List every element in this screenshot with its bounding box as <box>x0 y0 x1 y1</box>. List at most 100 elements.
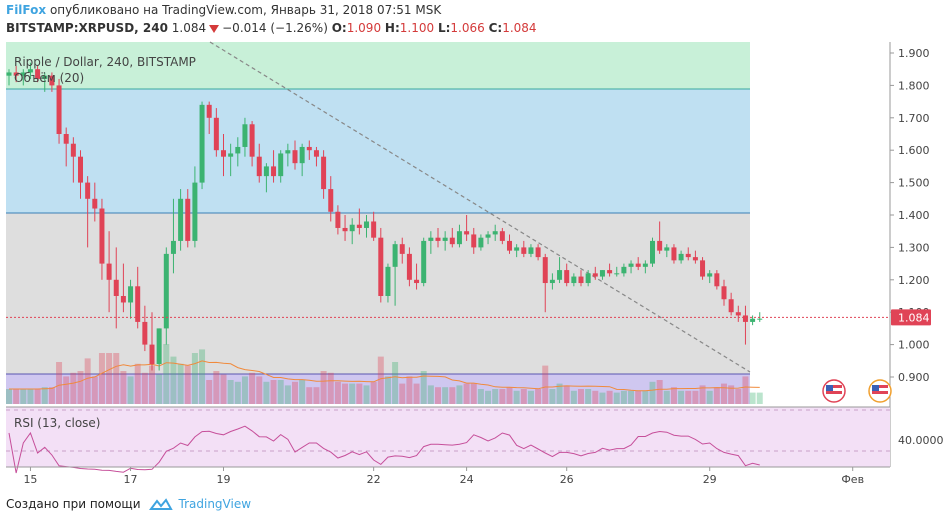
volume-bar <box>70 372 77 404</box>
ohlc-line: BITSTAMP:XRPUSD, 240 1.084 −0.014 (−1.26%… <box>6 21 537 35</box>
candle-body <box>56 85 62 134</box>
candle-body <box>657 240 663 251</box>
candle-body <box>235 146 241 154</box>
volume-bar <box>613 392 620 404</box>
price-chart[interactable]: 1.900 1.800 1.700 1.600 1.500 1.400 1.300 1.200… <box>0 0 949 490</box>
volume-bar <box>420 371 427 404</box>
candle-body <box>249 124 255 157</box>
price-tick-label: 1.500 <box>898 177 930 190</box>
volume-bar <box>177 363 184 404</box>
candle-body <box>628 263 634 267</box>
candle-body <box>349 224 355 232</box>
volume-bar <box>299 380 306 404</box>
candle-body <box>20 72 26 76</box>
candle-body <box>378 237 384 296</box>
tradingview-link[interactable]: TradingView <box>148 497 251 511</box>
volume-bar <box>241 376 248 404</box>
candle-body <box>607 270 613 274</box>
legend-volume[interactable]: Объём (20) <box>14 71 84 85</box>
time-tick-label: 26 <box>560 473 574 486</box>
candle-body <box>313 150 319 157</box>
price-tick-label: 1.600 <box>898 144 930 157</box>
volume-bar <box>13 389 20 404</box>
volume-bar <box>6 389 12 404</box>
event-flag-icon[interactable] <box>868 379 892 403</box>
candle-body <box>392 244 398 267</box>
candle-body <box>156 328 162 365</box>
volume-bar <box>277 380 284 404</box>
volume-bar <box>249 372 256 404</box>
volume-bar <box>306 387 313 404</box>
candle-body <box>528 247 534 254</box>
volume-bar <box>199 349 206 404</box>
volume-bar <box>34 389 41 404</box>
volume-bar <box>592 390 599 404</box>
volume-bar <box>327 372 334 404</box>
volume-bar <box>77 371 84 404</box>
volume-bar <box>599 392 606 404</box>
volume-bar <box>234 381 241 404</box>
close-value: 1.084 <box>502 21 537 35</box>
candle-body <box>449 237 455 245</box>
price-axis[interactable]: 1.900 1.800 1.700 1.600 1.500 1.400 1.300 1.200… <box>890 47 930 384</box>
volume-bar <box>263 381 270 404</box>
candle-body <box>256 156 262 177</box>
volume-bar <box>384 376 391 404</box>
candle-body <box>685 253 691 258</box>
candle-body <box>178 198 184 241</box>
brand-name[interactable]: FilFox <box>6 3 47 17</box>
candle-body <box>456 231 462 245</box>
volume-bar <box>506 387 513 404</box>
candle-body <box>371 221 377 238</box>
volume-bar <box>756 392 763 404</box>
candle-body <box>650 240 655 264</box>
candle-body <box>692 257 698 261</box>
candle-body <box>364 221 369 228</box>
volume-bar <box>292 381 298 404</box>
candle-body <box>599 270 605 277</box>
symbol-label: BITSTAMP:XRPUSD, 240 <box>6 21 168 35</box>
candle-body <box>185 198 191 241</box>
event-flag-icon[interactable] <box>822 379 846 403</box>
volume-ma-line <box>9 360 760 392</box>
candle-body <box>521 247 527 254</box>
candle-body <box>750 318 756 322</box>
candle-body <box>442 237 448 241</box>
candle-body <box>585 273 591 284</box>
volume-bar <box>520 389 527 404</box>
price-tick-label: 1.000 <box>898 339 930 352</box>
legend-rsi[interactable]: RSI (13, close) <box>14 416 100 430</box>
volume-bar <box>399 383 406 404</box>
rsi-pane <box>6 407 890 467</box>
volume-bar <box>670 387 677 404</box>
volume-bar <box>635 390 642 404</box>
candle-body <box>678 253 684 261</box>
volume-bar <box>578 389 584 404</box>
volume-bar <box>413 383 420 404</box>
candle-body <box>199 104 205 183</box>
legend-main[interactable]: Ripple / Dollar, 240, BITSTAMP <box>14 55 196 69</box>
candle-body <box>206 104 212 118</box>
candle-body <box>221 150 226 157</box>
volume-bar <box>134 363 141 404</box>
volume-bar <box>585 389 592 404</box>
volume-bar <box>535 389 542 404</box>
price-tick-label: 1.800 <box>898 79 930 92</box>
volume-bar <box>377 356 384 404</box>
candle-body <box>571 276 577 284</box>
volume-bar <box>63 376 70 404</box>
open-label: O: <box>331 21 347 35</box>
volume-bar <box>649 381 656 404</box>
candle-body <box>557 270 563 280</box>
candle-body <box>485 234 491 238</box>
candle-body <box>285 150 291 154</box>
time-axis[interactable]: 15 17 19 22 24 26 29 Фев <box>23 467 864 486</box>
candle-body <box>113 279 119 296</box>
created-with-text: Создано при помощи <box>6 497 141 511</box>
candle-body <box>757 318 763 320</box>
volume-bar <box>27 389 34 404</box>
volume-bar <box>663 390 670 404</box>
price-tick-label: 1.900 <box>898 47 930 60</box>
volume-bar <box>427 385 434 404</box>
time-tick-label: 22 <box>367 473 381 486</box>
